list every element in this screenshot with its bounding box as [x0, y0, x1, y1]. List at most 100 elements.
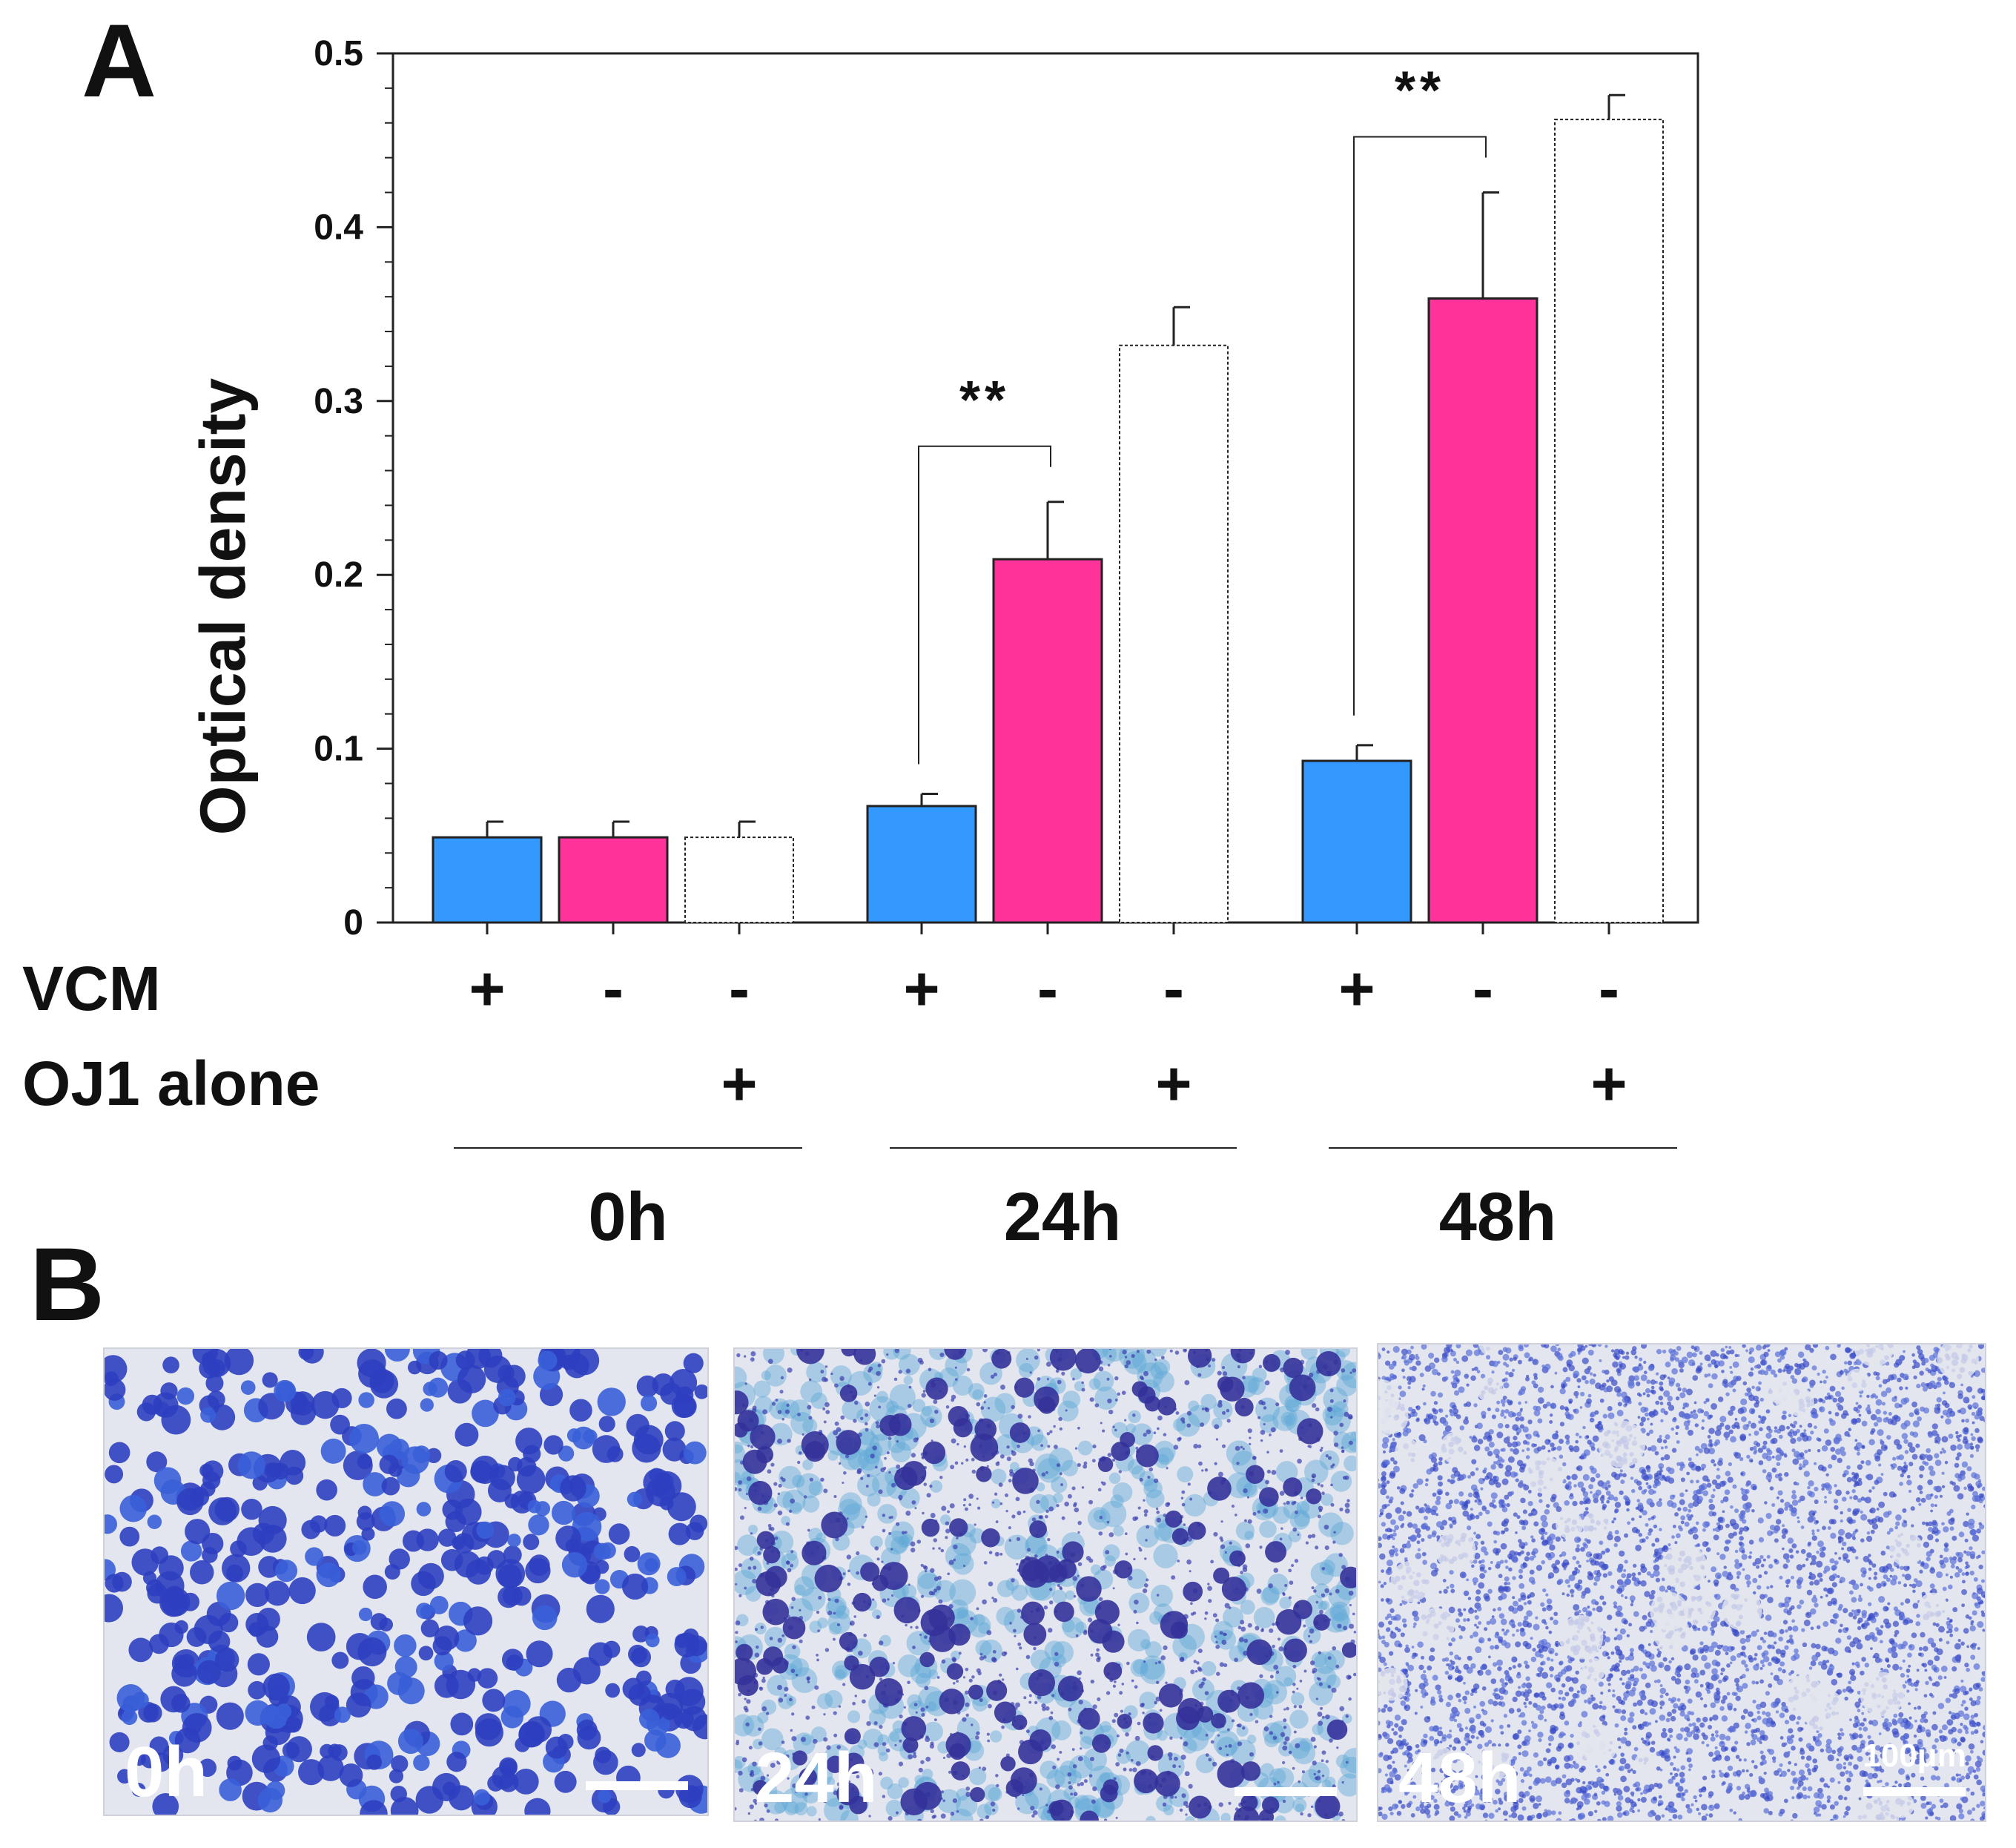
bacteria [899, 1714, 903, 1719]
bacteria [1941, 1522, 1945, 1526]
cell [946, 1663, 964, 1680]
debris [1156, 1447, 1174, 1465]
bacteria [1221, 1444, 1226, 1448]
cell [991, 1348, 1012, 1369]
bacteria [1319, 1609, 1323, 1614]
bacteria [1636, 1480, 1642, 1486]
debris [1150, 1584, 1174, 1608]
bacteria [767, 1782, 773, 1788]
bacteria [1092, 1444, 1097, 1449]
bacteria [1349, 1440, 1353, 1445]
bacteria [1237, 1626, 1242, 1630]
y-axis-title: Optical density [188, 378, 259, 836]
bacteria [1433, 1401, 1438, 1405]
bacteria [873, 1394, 877, 1397]
bacteria [1702, 1775, 1708, 1781]
cell [1057, 1675, 1084, 1702]
bacteria [1324, 1588, 1329, 1594]
debris [1323, 1387, 1349, 1413]
cell [1297, 1418, 1323, 1445]
bacteria [945, 1521, 950, 1525]
bacteria [1744, 1574, 1751, 1581]
bacteria [1045, 1514, 1048, 1519]
bacteria [1107, 1453, 1112, 1457]
cell [324, 1514, 346, 1537]
bacteria [1726, 1350, 1731, 1355]
bacteria [1135, 1760, 1141, 1766]
bacteria [1599, 1398, 1604, 1403]
bacteria [1758, 1420, 1762, 1424]
debris [1108, 1472, 1121, 1485]
bacteria [1715, 1734, 1719, 1738]
bacteria [1767, 1662, 1772, 1666]
bacteria [1919, 1370, 1925, 1376]
bacteria [744, 1708, 749, 1713]
bacteria [1437, 1475, 1443, 1481]
debris [988, 1786, 1002, 1801]
bacteria [1473, 1445, 1481, 1451]
bacteria [1939, 1554, 1943, 1559]
bacteria [1650, 1516, 1655, 1520]
bacteria [1307, 1813, 1312, 1818]
debris [842, 1399, 863, 1421]
bacteria [1971, 1645, 1976, 1650]
debris [827, 1611, 851, 1634]
bacteria [878, 1405, 882, 1409]
debris [827, 1596, 847, 1616]
bacteria [1321, 1566, 1326, 1571]
debris [1319, 1559, 1335, 1575]
bacteria [820, 1370, 824, 1374]
bacteria [913, 1752, 916, 1755]
bacteria [1965, 1761, 1969, 1766]
bacteria [1112, 1587, 1115, 1590]
bacteria [1878, 1463, 1882, 1467]
bacteria [1513, 1600, 1518, 1607]
bacteria [1522, 1439, 1527, 1445]
bacteria [790, 1563, 794, 1568]
debris [817, 1617, 828, 1628]
bacteria [1524, 1705, 1527, 1709]
bacteria [1972, 1421, 1975, 1425]
bacteria [1201, 1469, 1204, 1472]
debris [890, 1442, 911, 1463]
bacteria [1902, 1356, 1906, 1359]
bacteria [1105, 1550, 1110, 1555]
bacteria [1325, 1454, 1329, 1458]
bacteria [1845, 1491, 1850, 1495]
bacteria [1900, 1473, 1904, 1478]
bacteria [1157, 1660, 1162, 1664]
bacteria [803, 1495, 807, 1499]
bacteria [1919, 1569, 1923, 1574]
bacteria [1309, 1640, 1312, 1643]
debris [790, 1411, 814, 1435]
cell [275, 1560, 298, 1583]
bacteria [1660, 1419, 1664, 1423]
debris [1054, 1765, 1077, 1788]
bacteria [1186, 1805, 1189, 1808]
bacteria [1297, 1534, 1300, 1537]
bacteria [864, 1422, 868, 1426]
bacteria [1157, 1427, 1160, 1430]
cell [366, 1754, 383, 1770]
bacteria [1649, 1629, 1653, 1634]
cell [1341, 1642, 1357, 1658]
bacteria [1347, 1413, 1353, 1419]
bacteria [1240, 1620, 1245, 1625]
bacteria [956, 1537, 959, 1540]
debris [1126, 1423, 1137, 1433]
debris [877, 1503, 897, 1524]
cell [1262, 1796, 1280, 1814]
cell [1293, 1600, 1313, 1620]
bacteria [903, 1706, 906, 1709]
bacteria [1791, 1746, 1796, 1751]
bacteria [830, 1372, 833, 1376]
bacteria [1581, 1375, 1587, 1381]
bacteria [1083, 1464, 1088, 1469]
bacteria [1905, 1598, 1911, 1604]
cell [476, 1521, 495, 1540]
vcm-sign: + [903, 954, 939, 1023]
bacteria [1722, 1694, 1728, 1700]
cell [369, 1368, 394, 1393]
bacteria [1235, 1514, 1237, 1517]
bacteria [1318, 1505, 1323, 1511]
